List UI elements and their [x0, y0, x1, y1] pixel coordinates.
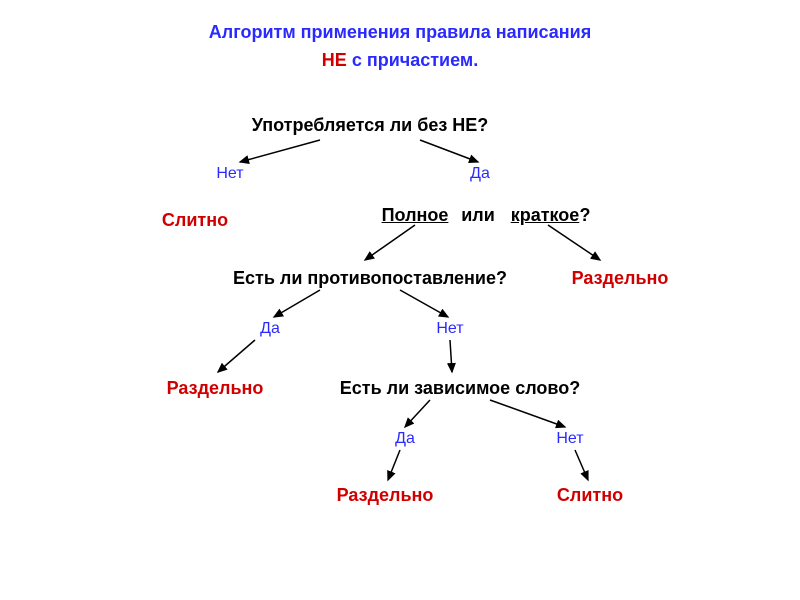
q2-qmark: ?: [580, 205, 591, 226]
label-no-4: Нет: [556, 430, 583, 448]
label-yes-3: Да: [260, 320, 280, 338]
result-razdelno-1: Раздельно: [572, 268, 669, 289]
q2-or: или: [461, 205, 495, 226]
q2-polnoe: Полное: [382, 205, 449, 226]
result-razdelno-3: Раздельно: [337, 485, 434, 506]
label-yes-4: Да: [395, 430, 415, 448]
q2-kratkoe: краткое: [511, 205, 580, 226]
label-no-1: Нет: [216, 165, 243, 183]
edges-layer: [0, 0, 800, 600]
result-slitno-2: Слитно: [557, 485, 623, 506]
title-line1: Алгоритм применения правила написания: [209, 22, 591, 43]
label-yes-1: Да: [470, 165, 490, 183]
flowchart-canvas: Алгоритм применения правила написания НЕ…: [0, 0, 800, 600]
result-razdelno-2: Раздельно: [167, 378, 264, 399]
label-no-3: Нет: [436, 320, 463, 338]
title-line1-text: Алгоритм применения правила написания: [209, 22, 591, 42]
title-line2: НЕ с причастием.: [322, 50, 478, 71]
title-line2-ne: НЕ: [322, 50, 347, 70]
q1: Употребляется ли без НЕ?: [252, 115, 489, 136]
title-line2-rest: с причастием.: [347, 50, 478, 70]
q3: Есть ли противопоставление?: [233, 268, 507, 289]
result-slitno-1: Слитно: [162, 210, 228, 231]
q4: Есть ли зависимое слово?: [340, 378, 580, 399]
